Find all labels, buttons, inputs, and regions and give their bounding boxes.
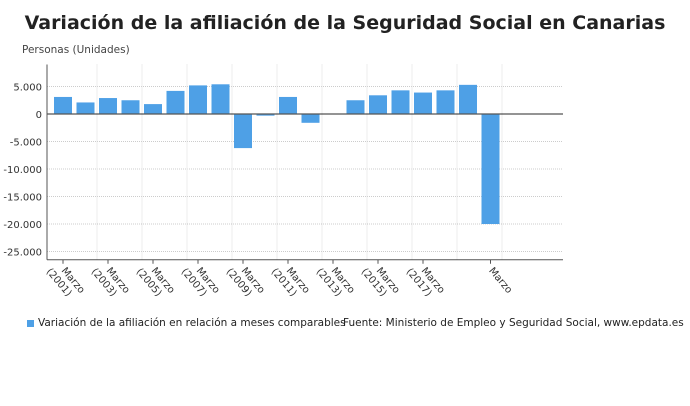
y-tick-label: -5.000	[10, 138, 42, 149]
x-tick-label: Marzo(2009)	[224, 259, 267, 304]
bar	[121, 100, 140, 114]
x-tick-label: Marzo(2013)	[314, 259, 357, 304]
x-tick-label: Marzo(2011)	[269, 259, 312, 304]
y-tick-label: -20.000	[3, 220, 42, 231]
y-tick-label: -15.000	[3, 193, 42, 204]
y-tick-label: 0	[36, 110, 42, 121]
bar	[301, 114, 320, 123]
legend-swatch	[27, 319, 34, 327]
y-tick-label: -25.000	[3, 248, 42, 259]
bar	[166, 90, 185, 114]
bar	[256, 114, 275, 116]
legend: Variación de la afiliación en relación a…	[27, 317, 346, 329]
bar	[189, 85, 207, 114]
y-axis-label: Personas (Unidades)	[22, 44, 130, 56]
bar	[99, 98, 117, 114]
y-tick-label: -10.000	[3, 165, 42, 176]
x-tick-label: Marzo	[486, 266, 514, 296]
x-tick-label: Marzo(2015)	[359, 259, 402, 304]
bar	[279, 96, 297, 114]
legend-label: Variación de la afiliación en relación a…	[38, 317, 346, 329]
source-note: Fuente: Ministerio de Empleo y Seguridad…	[343, 317, 684, 329]
x-tick-label: Marzo(2001)	[44, 259, 87, 304]
x-tick-label: Marzo(2007)	[179, 259, 222, 304]
bar	[369, 95, 387, 114]
bar	[391, 90, 410, 114]
bar	[144, 104, 162, 114]
x-tick-label: Marzo(2003)	[89, 259, 132, 304]
bar	[346, 100, 365, 114]
y-tick-label: 5.000	[13, 83, 42, 94]
bar	[481, 114, 500, 224]
bar	[211, 84, 230, 114]
bar	[54, 96, 72, 114]
bar	[76, 102, 95, 114]
bar	[459, 84, 477, 114]
bar	[436, 90, 455, 114]
bar	[234, 114, 252, 149]
x-tick-label: Marzo(2005)	[134, 259, 177, 304]
x-tick-label: Marzo(2017)	[404, 259, 447, 304]
bar	[414, 92, 432, 114]
chart-title: Variación de la afiliación de la Segurid…	[24, 12, 666, 34]
